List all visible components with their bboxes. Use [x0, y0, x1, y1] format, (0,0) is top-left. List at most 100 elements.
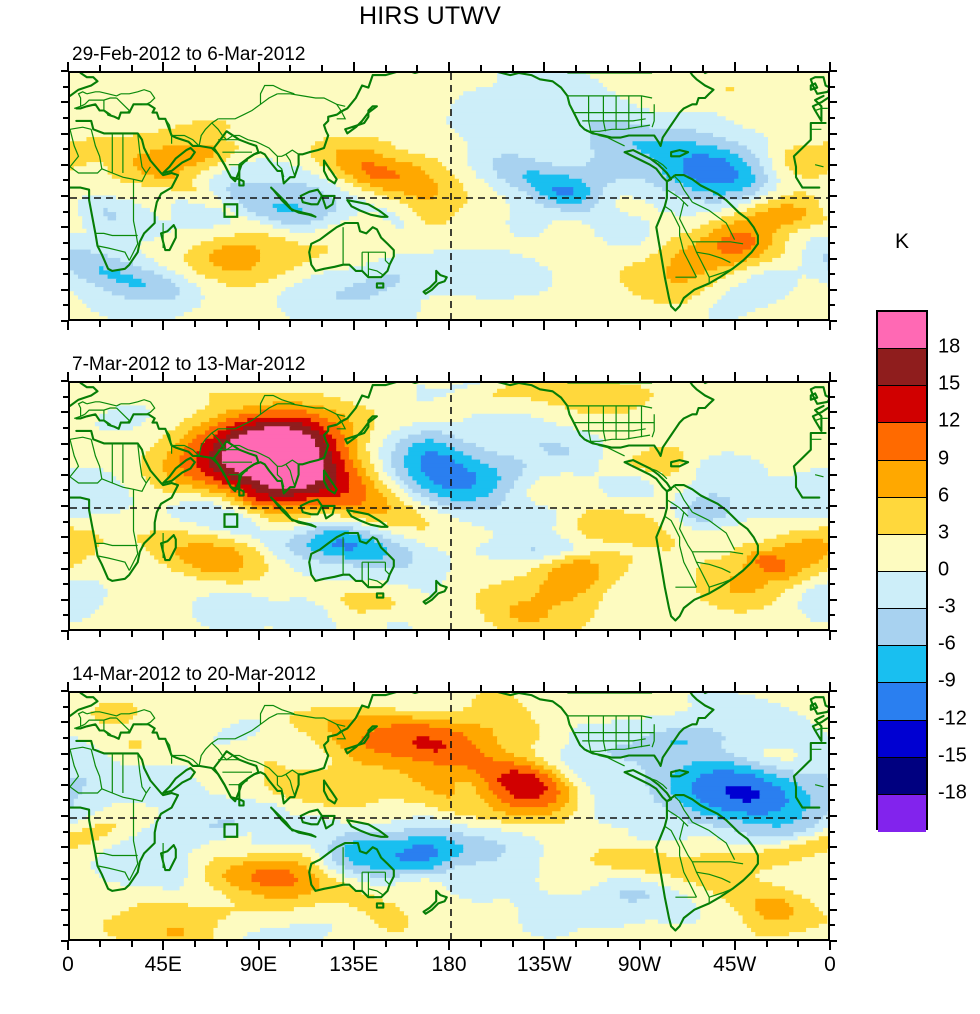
colorbar-band — [878, 609, 926, 647]
x-tick-bottom — [352, 321, 355, 330]
colorbar-tick-label: 0 — [938, 558, 950, 581]
y-tick-left — [61, 598, 68, 601]
x-tick-bottom — [797, 631, 800, 637]
x-tick-bottom — [829, 321, 831, 330]
colorbar-tick-label: -3 — [938, 595, 956, 618]
y-tick-right — [830, 101, 837, 104]
y-tick-minor — [830, 830, 835, 833]
y-tick-right — [830, 132, 837, 135]
x-axis-label: 0 — [824, 953, 836, 976]
panel-plot-area-1[interactable] — [68, 71, 830, 321]
colorbar-tick-label: 18 — [938, 335, 961, 358]
y-tick-minor — [830, 799, 835, 802]
y-tick-minor — [63, 148, 68, 151]
y-tick-right — [830, 163, 837, 166]
x-tick-top — [448, 62, 450, 71]
x-tick-top — [321, 375, 323, 381]
x-tick-top — [448, 372, 450, 381]
border-layer — [70, 693, 828, 904]
y-tick-left — [61, 257, 68, 260]
colorbar-band — [878, 497, 926, 535]
colorbar-unit-label: K — [894, 230, 909, 253]
y-tick-right — [830, 598, 837, 601]
map-panel-1[interactable]: 29-Feb-2012 to 6-Mar-201260N45N30N15N015… — [61, 44, 837, 330]
x-tick-top — [638, 372, 641, 381]
panel-plot-area-3[interactable] — [68, 691, 830, 941]
x-axis-label: 135W — [516, 953, 572, 976]
colorbar-tick-label: -15 — [938, 744, 967, 767]
x-tick-bottom — [416, 321, 419, 327]
x-tick-top — [511, 375, 514, 381]
x-tick-bottom — [67, 321, 69, 330]
x-tick-top — [352, 62, 355, 71]
y-tick-right — [830, 690, 837, 692]
colorbar-band — [878, 683, 926, 721]
x-tick-bottom — [67, 631, 69, 640]
y-tick-minor — [830, 768, 835, 771]
x-tick-top — [479, 375, 482, 381]
x-tick-bottom — [321, 321, 323, 327]
x-tick-bottom — [479, 321, 482, 327]
y-tick-minor — [63, 116, 68, 119]
x-tick-top — [98, 375, 101, 381]
y-tick-left — [61, 380, 68, 382]
y-tick-left — [61, 505, 68, 507]
x-tick-top — [289, 65, 292, 71]
y-tick-left — [61, 877, 68, 880]
y-tick-minor — [830, 893, 835, 896]
x-tick-bottom — [98, 941, 101, 947]
x-tick-bottom — [670, 631, 673, 637]
x-tick-bottom — [352, 941, 355, 950]
y-tick-left — [61, 226, 68, 229]
map-panel-3[interactable]: 14-Mar-2012 to 20-Mar-201260N45N30N15N01… — [61, 664, 837, 950]
x-tick-bottom — [162, 321, 165, 330]
x-tick-top — [670, 375, 673, 381]
y-tick-minor — [63, 241, 68, 244]
x-tick-bottom — [98, 321, 101, 327]
map-panel-2[interactable]: 7-Mar-2012 to 13-Mar-201260N45N30N15N015… — [61, 354, 837, 640]
y-tick-minor — [63, 924, 68, 927]
colorbar-tick-label: -12 — [938, 707, 967, 730]
colorbar-band — [878, 349, 926, 387]
x-axis-label: 90E — [239, 953, 278, 976]
x-tick-top — [702, 65, 704, 71]
y-tick-left — [61, 908, 68, 911]
y-tick-left — [61, 567, 68, 570]
y-tick-minor — [830, 489, 835, 492]
x-tick-bottom — [162, 631, 165, 640]
colorbar-tick-label: -6 — [938, 632, 956, 655]
y-tick-right — [830, 783, 837, 786]
x-tick-bottom — [797, 941, 800, 947]
panel-plot-area-2[interactable] — [68, 381, 830, 631]
x-tick-bottom — [162, 941, 165, 950]
x-tick-top — [194, 65, 196, 71]
y-tick-left — [61, 783, 68, 786]
y-tick-minor — [830, 736, 835, 739]
x-tick-bottom — [797, 321, 800, 327]
x-tick-top — [575, 375, 577, 381]
study-region-box — [223, 513, 239, 528]
y-tick-left — [61, 70, 68, 72]
y-tick-right — [830, 567, 837, 570]
x-tick-bottom — [511, 321, 514, 327]
x-tick-top — [225, 685, 228, 691]
x-tick-top — [448, 682, 450, 691]
y-tick-right — [830, 411, 837, 414]
y-tick-minor — [63, 830, 68, 833]
x-tick-top — [829, 372, 831, 381]
y-tick-minor — [830, 520, 835, 523]
border-layer — [70, 73, 828, 284]
study-region-box — [223, 203, 239, 218]
colorbar[interactable] — [876, 310, 928, 832]
x-tick-bottom — [384, 941, 387, 947]
y-tick-minor — [830, 116, 835, 119]
y-tick-left — [61, 940, 68, 942]
x-tick-top — [543, 62, 546, 71]
y-tick-minor — [63, 210, 68, 213]
x-tick-bottom — [257, 321, 260, 330]
colorbar-band — [878, 757, 926, 795]
x-tick-top — [733, 62, 736, 71]
x-tick-bottom — [352, 631, 355, 640]
x-tick-bottom — [321, 941, 323, 947]
